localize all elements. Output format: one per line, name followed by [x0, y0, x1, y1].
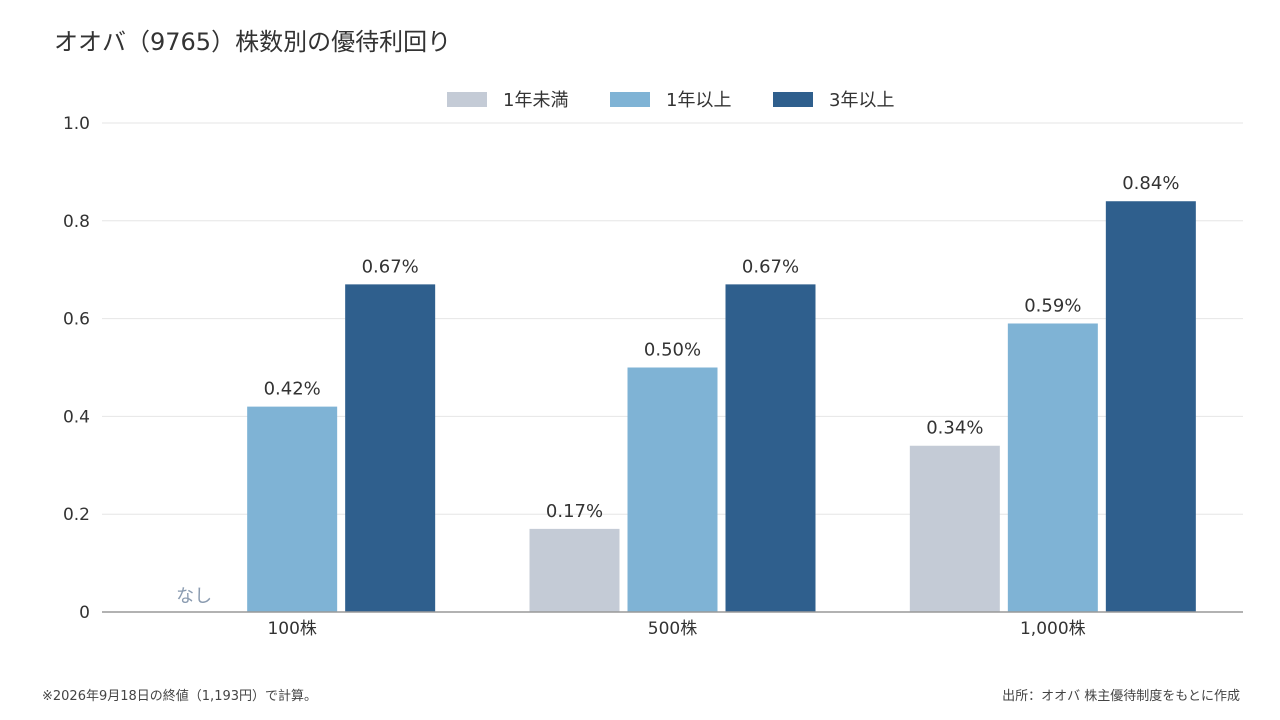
bar-value-label: 0.59% — [1024, 295, 1081, 316]
y-tick-label: 0.6 — [63, 310, 90, 330]
bar — [529, 528, 620, 612]
missing-value-label: なし — [176, 586, 212, 607]
y-tick-label: 1.0 — [63, 114, 90, 134]
bar-value-label: 0.84% — [1122, 173, 1179, 194]
legend-swatch — [447, 92, 487, 107]
bar-value-label: 0.17% — [546, 501, 603, 522]
data-labels: なし 0.42% 0.67% 0.17% 0.50% 0.67% 0.34% 0.59% 0.8… — [176, 173, 1179, 607]
x-tick-label: 1,000株 — [1020, 619, 1086, 639]
legend-label: 1年未満 — [503, 90, 568, 111]
bar-value-label: 0.67% — [362, 256, 419, 277]
legend-label: 3年以上 — [829, 90, 894, 111]
bars — [247, 201, 1196, 613]
bar-value-label: 0.42% — [264, 379, 321, 400]
bar — [627, 367, 718, 612]
legend: 1年未満 1年以上 3年以上 — [447, 90, 894, 111]
y-tick-label: 0.2 — [63, 505, 90, 525]
y-tick-label: 0.8 — [63, 212, 90, 232]
bar — [247, 406, 338, 612]
bar-value-label: 0.50% — [644, 340, 701, 361]
legend-swatch — [610, 92, 650, 107]
bar-value-label: 0.34% — [926, 418, 983, 439]
bar — [345, 284, 436, 612]
legend-swatch — [773, 92, 813, 107]
footnote: ※2026年9月18日の終値（1,193円）で計算。 — [42, 689, 318, 704]
chart-title: オオバ（9765）株数別の優待利回り — [54, 28, 452, 56]
y-tick-label: 0.4 — [63, 407, 90, 427]
bar — [1007, 323, 1098, 612]
x-tick-label: 500株 — [648, 619, 697, 639]
source-note: 出所：オオバ 株主優待制度をもとに作成 — [1002, 689, 1240, 704]
x-tick-label: 100株 — [267, 619, 316, 639]
bar-value-label: 0.67% — [742, 256, 799, 277]
x-axis: 100株 500株 1,000株 — [102, 611, 1243, 639]
bar — [1105, 201, 1196, 613]
bar — [909, 445, 1000, 612]
bar — [725, 284, 816, 612]
legend-label: 1年以上 — [666, 90, 731, 111]
y-tick-label: 0 — [79, 603, 90, 623]
y-axis: 0 0.2 0.4 0.6 0.8 1.0 — [63, 114, 90, 623]
